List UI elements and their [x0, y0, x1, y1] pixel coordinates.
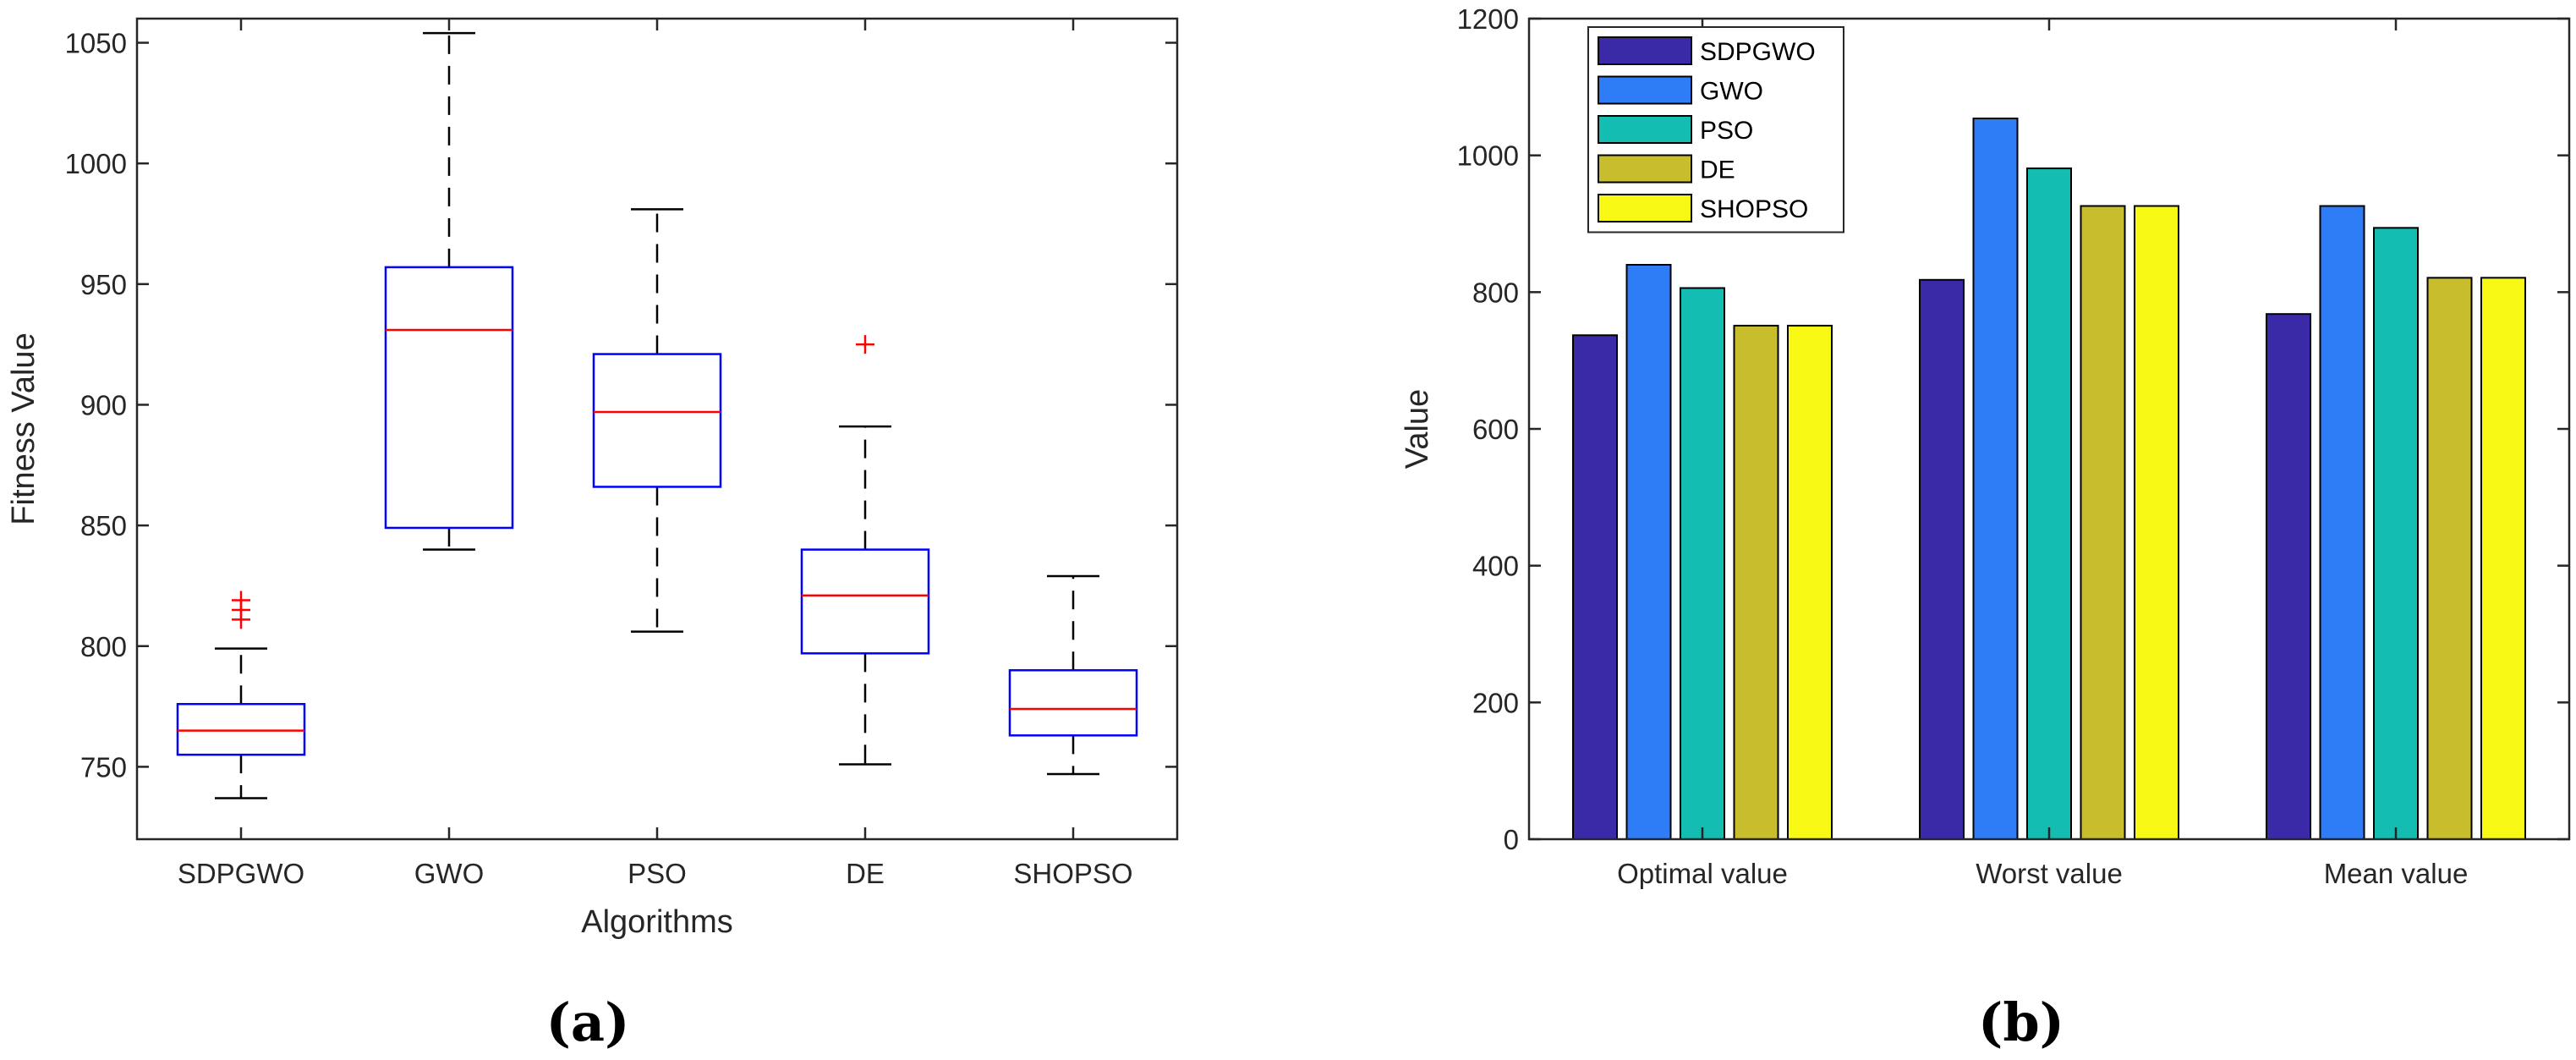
boxplot-ytick-label: 850 [80, 510, 127, 541]
legend-label-sdpgwo: SDPGWO [1700, 38, 1816, 66]
box-gwo [384, 31, 514, 551]
bar-gwo [1625, 264, 1672, 840]
barchart-ytick-label: 600 [1472, 414, 1519, 445]
barchart-xtick-label: Mean value [2324, 858, 2469, 889]
barchart-xtick-label: Worst value [1976, 858, 2123, 889]
boxplot-axes-frame [135, 17, 1179, 841]
bar-shopso [2480, 277, 2526, 840]
boxplot-xtick-label: SHOPSO [1013, 858, 1132, 889]
barchart-ytick-label: 0 [1504, 824, 1519, 855]
caption-a: (a) [546, 991, 630, 1053]
iqr-box [176, 702, 306, 756]
legend-swatch-pso [1598, 115, 1692, 144]
legend-swatch-sdpgwo [1598, 36, 1692, 65]
iqr-box [592, 353, 722, 488]
barchart-ytick-label: 1200 [1457, 3, 1519, 35]
bar-de [2080, 205, 2126, 840]
legend-swatch-shopso [1598, 194, 1692, 222]
bar-pso [2373, 227, 2419, 841]
boxplot-xtick-label: PSO [628, 858, 687, 889]
boxplot-ytick-label: 750 [80, 751, 127, 783]
boxplot-panel: 750 800 850 900 950 1000 1050 SDPGWO GWO PSO DE SHO… [6, 17, 1179, 1053]
legend-swatch-gwo [1598, 75, 1692, 105]
boxplot-ytick-label: 1050 [65, 28, 127, 59]
barchart-legend: SDPGWO GWO PSO DE SHOPSO [1587, 26, 1844, 233]
legend-label-pso: PSO [1700, 117, 1753, 145]
barchart-ytick-label: 200 [1472, 687, 1519, 718]
boxplot-ticks: 750 800 850 900 950 1000 1050 SDPGWO GWO PSO DE SHO… [65, 19, 1177, 889]
barchart-ytick-label: 1000 [1457, 140, 1519, 172]
barchart-ytick-label: 400 [1472, 551, 1519, 582]
bar-sdpgwo [2266, 313, 2311, 840]
box-shopso [1008, 574, 1138, 776]
bar-shopso [1787, 324, 1833, 841]
bar-gwo [2319, 205, 2365, 840]
legend-swatch-de [1598, 154, 1692, 184]
bar-de [1733, 324, 1779, 841]
legend-label-gwo: GWO [1700, 78, 1763, 106]
boxplot-ytick-label: 950 [80, 269, 127, 300]
bar-de [2426, 277, 2473, 840]
boxplot-xtick-label: DE [846, 858, 885, 889]
legend-label-de: DE [1700, 157, 1735, 184]
boxplot-ytick-label: 900 [80, 389, 127, 420]
barchart-ylabel: Value [1400, 389, 1435, 469]
legend-label-shopso: SHOPSO [1700, 195, 1808, 223]
outlier-marker [856, 335, 874, 354]
barchart-bars [1572, 118, 2526, 841]
iqr-box [384, 266, 514, 530]
box-de [800, 335, 930, 766]
boxplot-xlabel: Algorithms [581, 904, 733, 940]
bar-pso [2026, 168, 2072, 840]
bar-shopso [2134, 205, 2179, 840]
box-pso [592, 208, 722, 633]
bar-gwo [1972, 118, 2019, 840]
boxplot-ytick-label: 1000 [65, 148, 127, 179]
barchart-panel: 0 200 400 600 800 1000 1200 Optimal value Worst … [1400, 3, 2571, 1053]
boxplot-ylabel: Fitness Value [6, 332, 41, 525]
barchart-ytick-label: 800 [1472, 277, 1519, 308]
caption-b: (b) [1978, 991, 2064, 1053]
outlier-marker [232, 590, 250, 610]
barchart-ticks: 0 200 400 600 800 1000 1200 Optimal value Worst … [1457, 3, 2569, 889]
bar-sdpgwo [1572, 334, 1618, 840]
boxplot-xtick-label: GWO [414, 858, 484, 889]
boxplot-ytick-label: 800 [80, 631, 127, 662]
iqr-box [1008, 669, 1138, 737]
boxplot-xtick-label: SDPGWO [178, 858, 304, 889]
barchart-xtick-label: Optimal value [1617, 858, 1788, 889]
boxplot-marks [176, 31, 1138, 799]
box-sdpgwo [176, 590, 306, 799]
bar-pso [1680, 287, 1725, 840]
iqr-box [800, 548, 930, 655]
bar-sdpgwo [1919, 278, 1965, 840]
